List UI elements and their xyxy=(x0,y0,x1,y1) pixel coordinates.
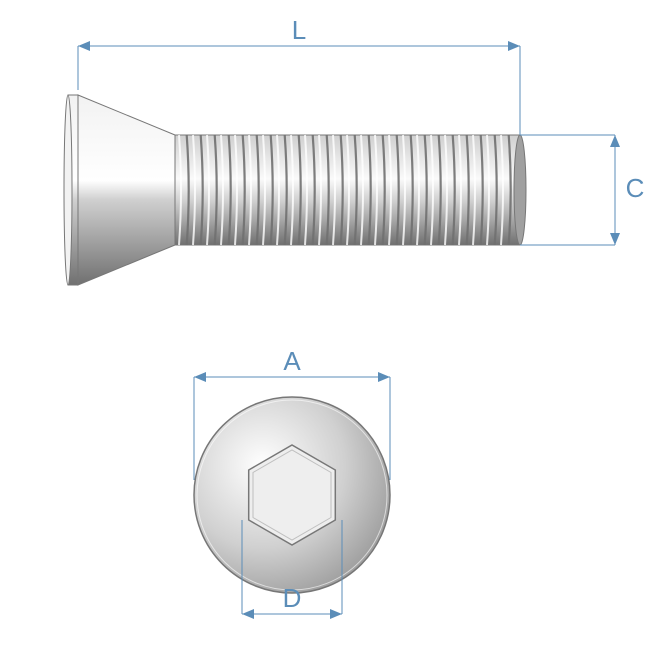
screw-front-view xyxy=(194,397,390,593)
screw-side-view xyxy=(64,95,526,285)
dimension-c: C xyxy=(520,135,644,245)
dimension-c-label: C xyxy=(626,173,645,203)
dimension-l-label: L xyxy=(292,15,306,45)
dimension-d-label: D xyxy=(283,583,302,613)
dimension-l: L xyxy=(78,15,520,135)
dimension-a-label: A xyxy=(283,346,301,376)
